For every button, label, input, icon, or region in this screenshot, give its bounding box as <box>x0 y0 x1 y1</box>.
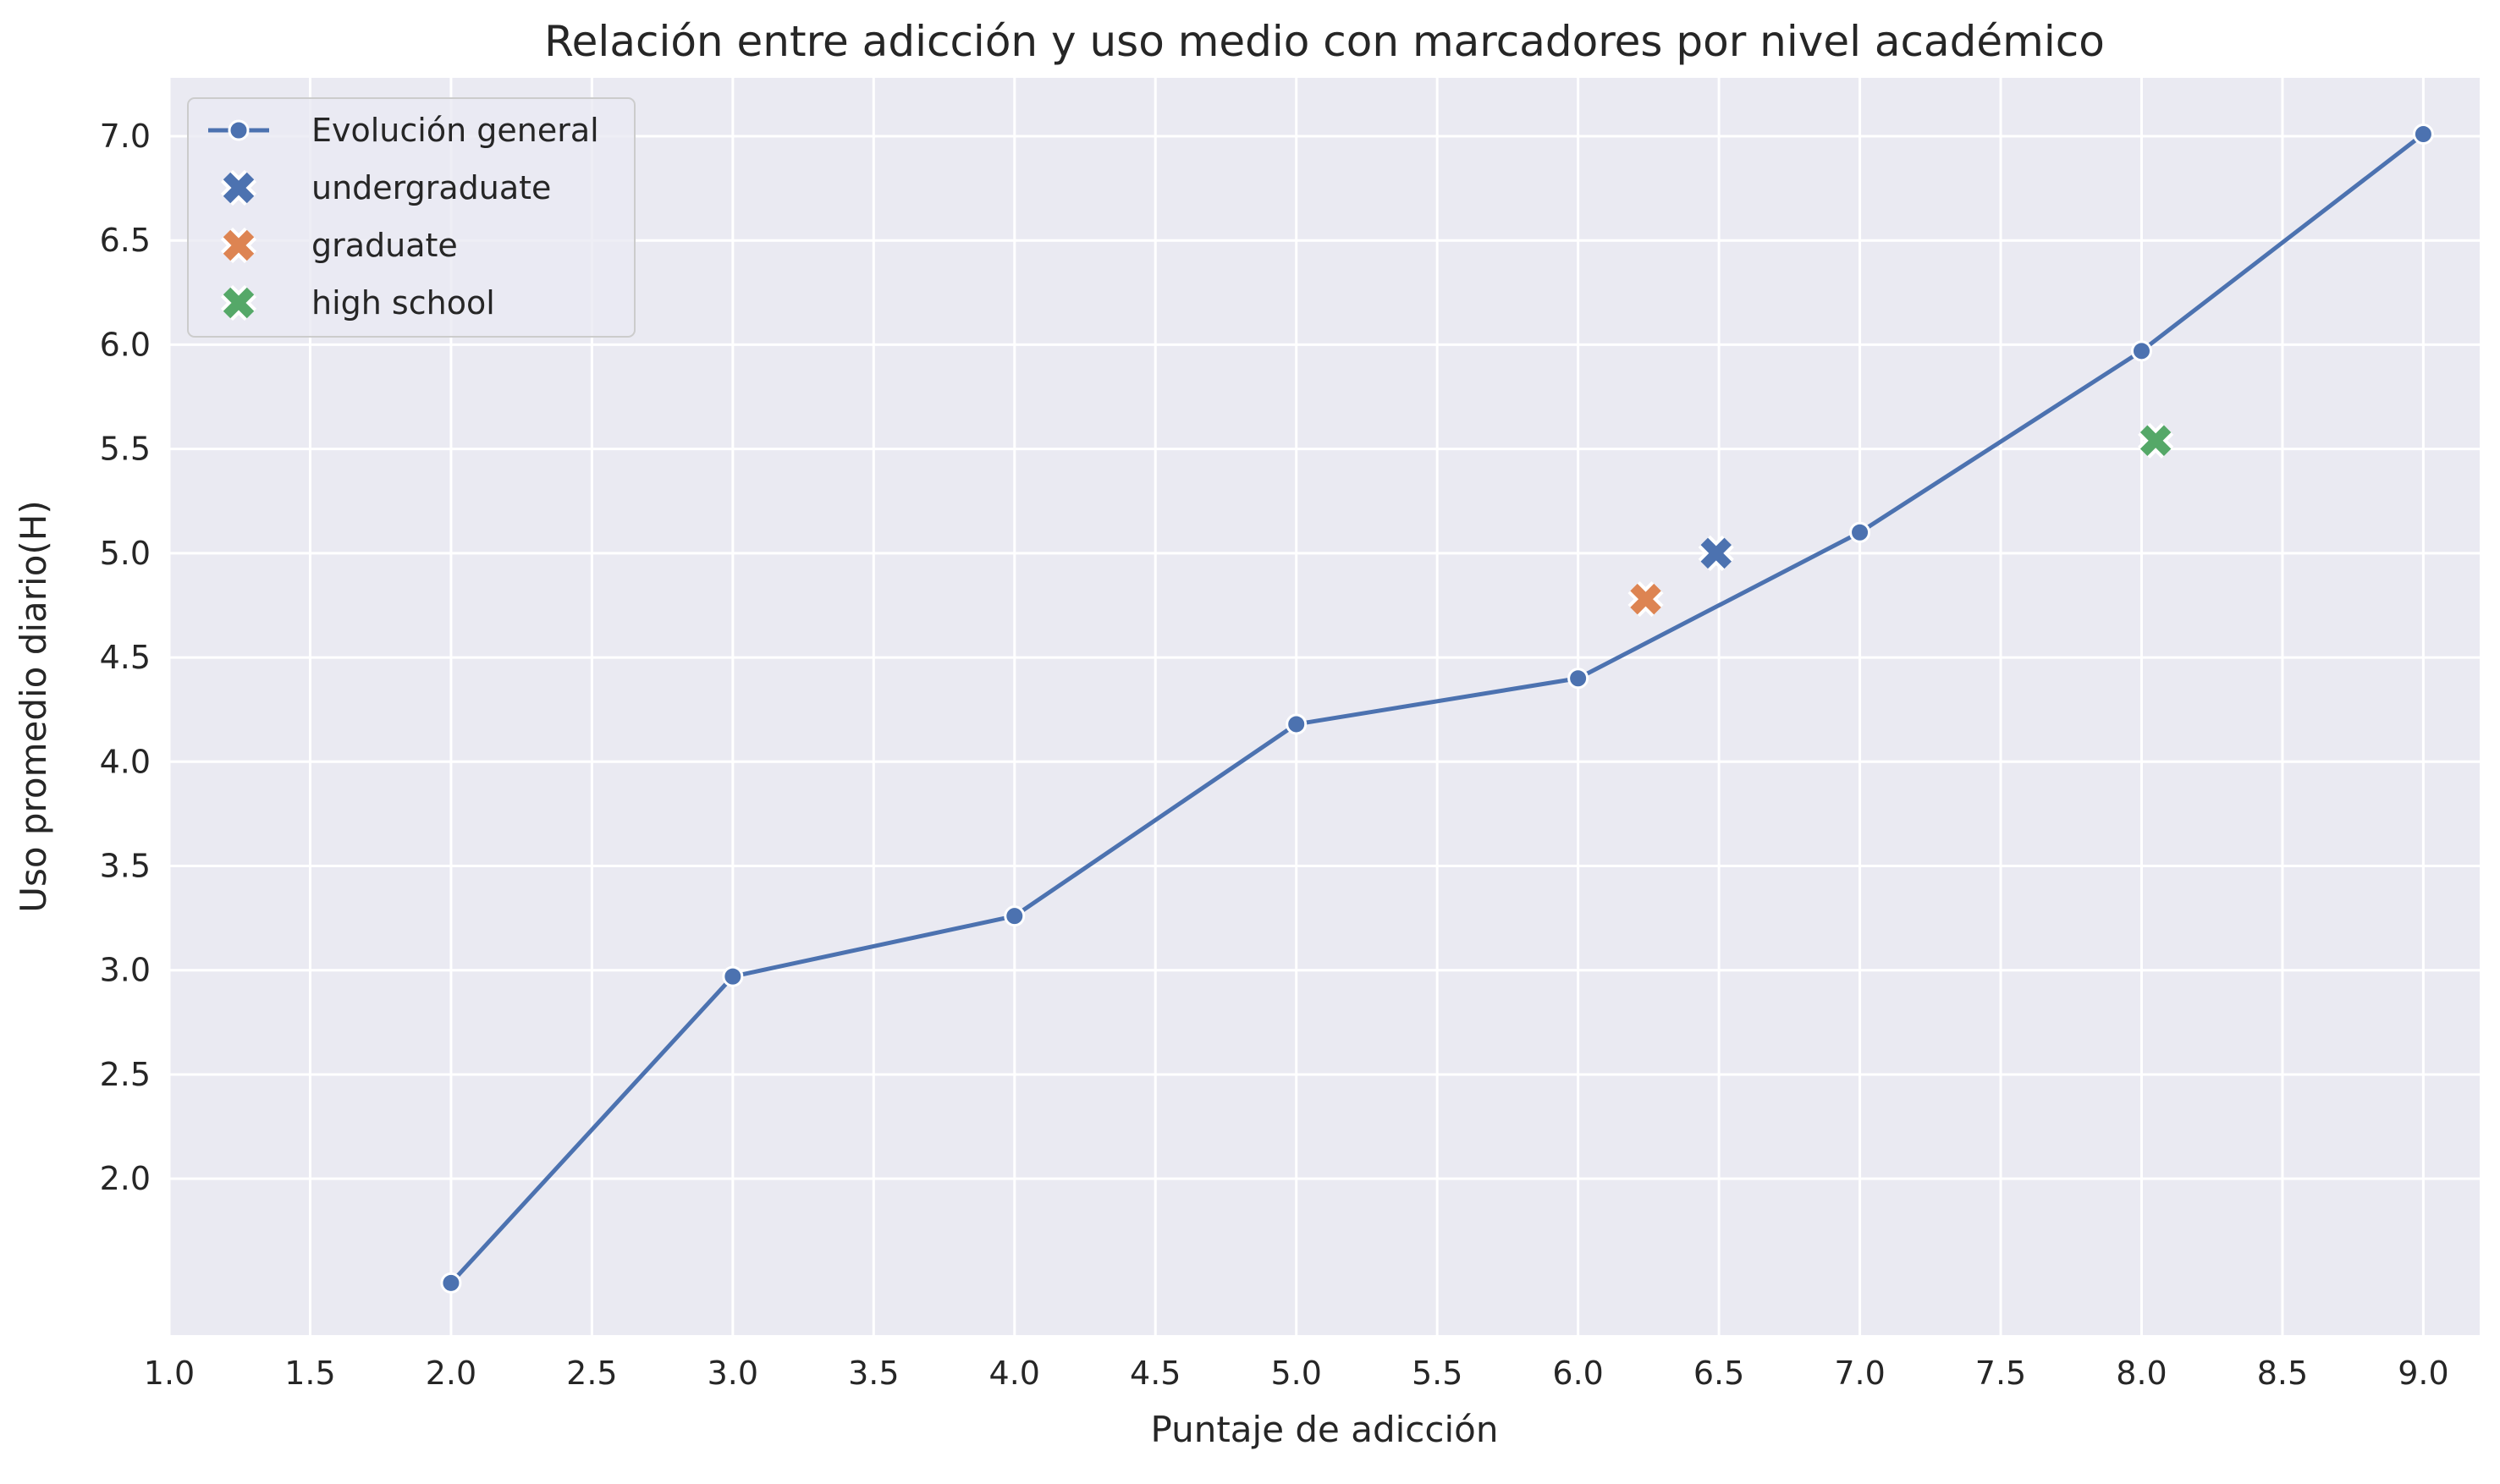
legend-marker <box>220 284 257 322</box>
data-point <box>1286 713 1308 735</box>
y-tick-label: 2.0 <box>100 1160 151 1197</box>
y-axis-label: Uso promedio diario(H) <box>13 500 54 913</box>
legend-entry: high school <box>220 284 495 322</box>
legend-entry: undergraduate <box>220 169 551 206</box>
legend-marker <box>220 227 257 264</box>
x-tick-label: 1.5 <box>284 1355 335 1392</box>
marker-graduate <box>1627 581 1664 618</box>
x-tick-label: 8.5 <box>2257 1355 2308 1392</box>
data-point <box>1567 668 1589 690</box>
x-tick-label: 8.0 <box>2116 1355 2167 1392</box>
legend-label: undergraduate <box>311 169 551 206</box>
x-tick-label: 7.5 <box>1975 1355 2026 1392</box>
x-tick-label: 4.0 <box>989 1355 1040 1392</box>
series-layer <box>440 124 2434 1294</box>
x-tick-label: 9.0 <box>2398 1355 2448 1392</box>
y-tick-label: 2.5 <box>100 1056 151 1093</box>
y-tick-label: 5.0 <box>100 535 151 572</box>
y-tick-label: 7.0 <box>100 118 151 155</box>
y-tick-label: 3.0 <box>100 952 151 989</box>
x-tick-label: 2.5 <box>566 1355 617 1392</box>
x-tick-label: 5.0 <box>1270 1355 1321 1392</box>
legend-label: Evolución general <box>311 112 599 149</box>
data-point <box>722 965 744 987</box>
y-tick-label: 6.5 <box>100 222 151 259</box>
chart-title: Relación entre adicción y uso medio con … <box>544 17 2105 66</box>
x-tick-label: 7.0 <box>1834 1355 1885 1392</box>
data-point <box>1004 905 1026 927</box>
legend-label: high school <box>311 284 495 322</box>
data-point <box>440 1272 462 1294</box>
data-point <box>2130 340 2152 362</box>
legend-box <box>187 97 636 338</box>
legend-entry: graduate <box>220 227 458 264</box>
x-tick-label: 1.0 <box>144 1355 195 1392</box>
y-tick-label: 6.0 <box>100 326 151 363</box>
marker-undergraduate <box>1698 535 1734 571</box>
x-tick-label: 5.5 <box>1412 1355 1462 1392</box>
series-line <box>449 132 2425 1285</box>
x-tick-label: 4.5 <box>1130 1355 1181 1392</box>
legend-marker <box>220 169 257 206</box>
y-tick-label: 3.5 <box>100 848 151 885</box>
legend: Evolución general undergraduate graduate hi… <box>187 97 636 338</box>
y-tick-label: 5.5 <box>100 431 151 468</box>
x-tick-label: 6.0 <box>1552 1355 1603 1392</box>
legend-label: graduate <box>311 227 458 264</box>
x-tick-label: 3.5 <box>848 1355 899 1392</box>
x-tick-label: 2.0 <box>426 1355 476 1392</box>
y-tick-label: 4.0 <box>100 743 151 780</box>
legend-entry: Evolución general <box>208 112 599 149</box>
data-point <box>2412 124 2434 146</box>
x-tick-label: 3.0 <box>708 1355 758 1392</box>
x-axis-label: Puntaje de adicción <box>1151 1409 1499 1450</box>
tick-labels: 1.0 1.5 2.0 2.5 3.0 3.5 4.0 4.5 5.0 5.5 6.0 6.5 7.0 7… <box>100 118 2449 1392</box>
marker-high-school <box>2138 422 2174 459</box>
x-tick-label: 6.5 <box>1693 1355 1744 1392</box>
data-point <box>1849 521 1871 543</box>
y-tick-label: 4.5 <box>100 639 151 676</box>
